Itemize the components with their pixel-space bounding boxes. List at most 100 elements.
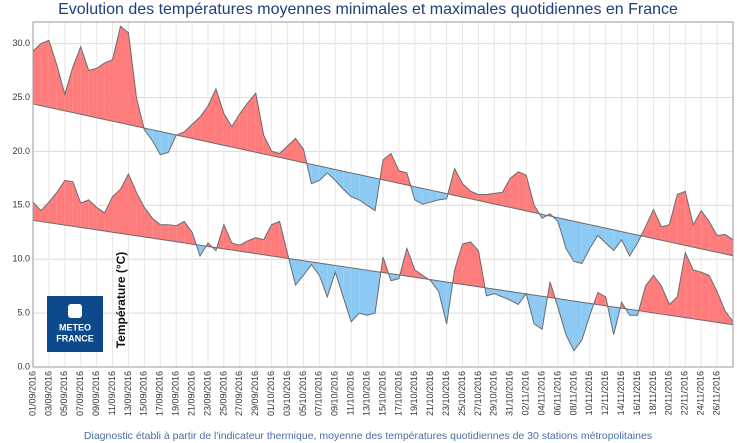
- x-tick-label: 02/11/2016: [521, 371, 531, 415]
- anomaly-fill: [72, 181, 81, 228]
- anomaly-fill: [685, 191, 694, 248]
- anomaly-fill: [48, 40, 57, 110]
- anomaly-fill: [573, 221, 582, 264]
- anomaly-fill: [343, 266, 352, 322]
- anomaly-fill: [613, 229, 622, 251]
- y-tick-label: 25.0: [12, 92, 30, 102]
- anomaly-fill: [279, 145, 288, 160]
- anomaly-fill: [406, 248, 415, 278]
- x-tick-label: 17/10/2016: [393, 371, 403, 416]
- temperature-line: [32, 25, 734, 265]
- anomaly-fill: [56, 65, 65, 111]
- anomaly-fill: [351, 267, 360, 322]
- anomaly-fill: [287, 138, 296, 161]
- x-tick-label: 29/09/2016: [250, 371, 260, 416]
- anomaly-fill: [725, 234, 733, 256]
- anomaly-fill: [454, 168, 463, 198]
- y-tick-label: 5.0: [17, 307, 30, 317]
- plot-frame: [32, 21, 734, 368]
- anomaly-fill: [414, 186, 423, 205]
- anomaly-fill: [327, 264, 336, 297]
- logo: METEO FRANCE: [47, 296, 103, 352]
- chart-title: Evolution des températures moyennes mini…: [58, 1, 678, 18]
- anomaly-fill: [701, 272, 710, 322]
- anomaly-fill: [80, 46, 89, 117]
- anomaly-fill: [661, 224, 670, 242]
- anomaly-fill: [669, 194, 678, 244]
- y-axis-label: Température (°C): [114, 252, 128, 349]
- x-tick-label: 06/11/2016: [552, 371, 562, 415]
- anomaly-fill: [128, 32, 137, 127]
- x-tick-label: 13/09/2016: [123, 371, 133, 416]
- anomaly-fill: [717, 291, 726, 324]
- x-tick-label: 03/10/2016: [282, 371, 292, 416]
- anomaly-fill: [383, 153, 391, 182]
- anomaly-fill: [33, 202, 41, 222]
- anomaly-fill: [367, 270, 376, 316]
- x-tick-label: 22/11/2016: [680, 371, 690, 415]
- anomaly-fill: [677, 191, 686, 246]
- x-tick-label: 14/11/2016: [616, 371, 626, 415]
- anomaly-fill: [40, 40, 49, 108]
- anomaly-fill: [112, 26, 121, 123]
- anomaly-fill: [653, 209, 662, 241]
- anomaly-fill: [430, 190, 439, 203]
- x-tick-label: 21/10/2016: [425, 371, 435, 416]
- x-tick-label: 03/09/2016: [43, 371, 53, 416]
- anomaly-fill: [215, 88, 224, 146]
- anomaly-fill: [510, 291, 519, 305]
- anomaly-fill: [470, 191, 479, 201]
- anomaly-fill: [645, 275, 654, 313]
- anomaly-fill: [558, 298, 566, 335]
- x-tick-label: 25/10/2016: [457, 371, 467, 416]
- anomaly-fill: [343, 171, 352, 197]
- x-tick-label: 16/11/2016: [632, 371, 642, 415]
- anomaly-fill: [661, 286, 670, 316]
- x-tick-label: 01/09/2016: [27, 371, 37, 416]
- x-tick-label: 01/10/2016: [266, 371, 276, 416]
- anomaly-fill: [247, 93, 256, 153]
- anomaly-fill: [605, 228, 614, 251]
- anomaly-fill: [64, 67, 73, 113]
- x-tick-label: 05/09/2016: [59, 371, 69, 416]
- anomaly-fill: [597, 226, 606, 244]
- logo-text: FRANCE: [56, 333, 94, 343]
- anomaly-fill: [693, 210, 702, 249]
- x-tick-label: 31/10/2016: [505, 371, 515, 416]
- anomaly-fill: [160, 131, 169, 155]
- anomaly-fill: [56, 180, 65, 226]
- anomaly-fill: [589, 224, 598, 249]
- x-tick-label: 23/09/2016: [202, 371, 212, 416]
- x-tick-label: 21/09/2016: [186, 371, 196, 416]
- x-tick-label: 24/11/2016: [696, 371, 706, 415]
- anomaly-fill: [510, 171, 519, 210]
- anomaly-fill: [359, 268, 368, 316]
- anomaly-fill: [438, 191, 447, 200]
- anomaly-fill: [701, 210, 710, 251]
- anomaly-fill: [494, 289, 503, 297]
- anomaly-fill: [581, 222, 590, 264]
- x-tick-label: 29/10/2016: [489, 371, 499, 416]
- x-tick-label: 23/10/2016: [441, 371, 451, 416]
- logo-text: METEO: [59, 322, 91, 332]
- anomaly-fill: [709, 221, 718, 253]
- anomaly-fill: [112, 189, 121, 234]
- x-tick-label: 20/11/2016: [664, 371, 674, 415]
- anomaly-fill: [136, 192, 145, 237]
- anomaly-fill: [311, 164, 320, 184]
- anomaly-fill: [478, 194, 487, 203]
- anomaly-fill: [390, 153, 399, 184]
- anomaly-fill: [438, 280, 447, 324]
- anomaly-fill: [295, 138, 304, 163]
- anomaly-fill: [677, 252, 686, 318]
- anomaly-fill: [414, 269, 423, 279]
- x-tick-label: 11/10/2016: [346, 371, 356, 415]
- x-tick-label: 08/11/2016: [568, 371, 578, 415]
- anomaly-fill: [581, 302, 590, 341]
- x-tick-label: 27/10/2016: [473, 371, 483, 416]
- anomaly-fill: [351, 172, 360, 200]
- normal-line: [32, 219, 734, 326]
- anomaly-fill: [80, 199, 89, 229]
- anomaly-fill: [88, 199, 97, 230]
- anomaly-fill: [176, 221, 185, 243]
